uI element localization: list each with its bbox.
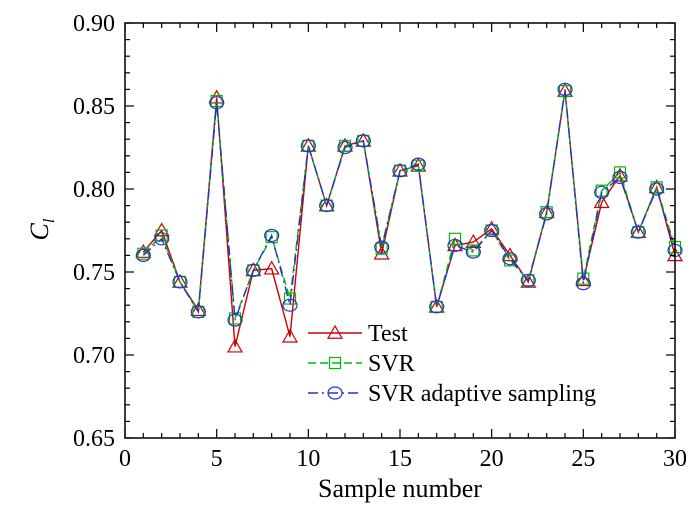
plot-area [135, 82, 684, 353]
data-point [337, 140, 353, 155]
x-tick-label: 30 [663, 446, 687, 472]
x-tick-label: 20 [480, 446, 504, 472]
data-point [577, 272, 590, 285]
x-tick-label: 5 [211, 446, 223, 472]
data-point [245, 263, 261, 277]
legend-entry: Test [308, 321, 408, 347]
series-line [142, 90, 676, 319]
data-point [539, 207, 555, 221]
series-line [142, 89, 676, 321]
data-point [282, 298, 298, 312]
y-tick-label: 0.70 [73, 343, 115, 369]
x-tick-label: 25 [571, 446, 595, 472]
data-point [319, 199, 335, 213]
y-tick-label: 0.80 [73, 177, 115, 203]
data-point [190, 305, 206, 319]
legend-entry: SVR adaptive sampling [308, 381, 596, 407]
data-point [448, 232, 462, 245]
data-point [209, 96, 225, 110]
data-point [355, 134, 371, 148]
legend-label: Test [368, 321, 408, 347]
data-point [484, 223, 500, 238]
data-point [410, 157, 426, 171]
data-point [520, 273, 537, 288]
data-point [613, 166, 627, 179]
data-point [649, 182, 665, 196]
data-point [467, 244, 480, 257]
data-point [612, 170, 628, 184]
legend-marker [328, 356, 342, 370]
data-point [503, 254, 517, 267]
legend-label: SVR [368, 351, 415, 377]
data-point [593, 194, 610, 209]
x-axis-title: Sample number [318, 474, 482, 503]
data-point [392, 164, 408, 178]
data-point [520, 273, 536, 287]
data-point [264, 228, 280, 243]
y-axis-title-main: C [25, 223, 54, 241]
data-point [154, 232, 170, 246]
data-point [190, 301, 207, 317]
x-tick-label: 10 [296, 446, 320, 472]
legend: Test SVR SVR adaptive sampling [308, 321, 596, 407]
data-point [300, 139, 316, 153]
data-point [465, 245, 481, 259]
data-point [226, 338, 244, 353]
y-tick-label: 0.75 [73, 260, 115, 286]
data-point [557, 82, 573, 97]
series-triangle [135, 82, 684, 353]
y-axis-title: Cl [25, 218, 58, 240]
data-point [263, 260, 280, 275]
series-line [142, 90, 676, 347]
data-point [483, 220, 500, 235]
x-tick-label: 15 [388, 446, 412, 472]
axes: 0 5 10 15 20 25 30 0.65 0.70 0.75 0.80 0.85 0.90 [73, 11, 687, 472]
y-axis-title-subscript: l [41, 218, 58, 223]
data-point [281, 328, 299, 343]
data-point [265, 231, 278, 244]
y-tick-label: 0.85 [73, 94, 115, 120]
data-point [447, 238, 463, 253]
series-square [137, 84, 682, 325]
data-point [137, 247, 150, 260]
data-point [540, 206, 553, 219]
series-circle [135, 82, 683, 327]
y-tick-label: 0.90 [73, 11, 115, 37]
data-point [630, 225, 646, 239]
data-point [374, 240, 390, 254]
data-point [465, 233, 482, 248]
data-point [575, 277, 591, 291]
data-point [429, 300, 445, 314]
data-point [595, 184, 608, 197]
data-point [172, 275, 188, 289]
legend-marker [326, 324, 344, 339]
data-point [594, 185, 610, 199]
legend-label: SVR adaptive sampling [368, 381, 596, 407]
legend-entry: SVR [308, 351, 415, 377]
data-point [650, 181, 663, 194]
legend-marker [327, 386, 343, 400]
data-point [611, 167, 629, 182]
data-point [502, 252, 518, 266]
data-point [575, 272, 592, 287]
data-point [135, 248, 151, 262]
data-point [227, 313, 243, 327]
x-tick-label: 0 [119, 446, 131, 472]
y-tick-label: 0.65 [73, 426, 115, 452]
